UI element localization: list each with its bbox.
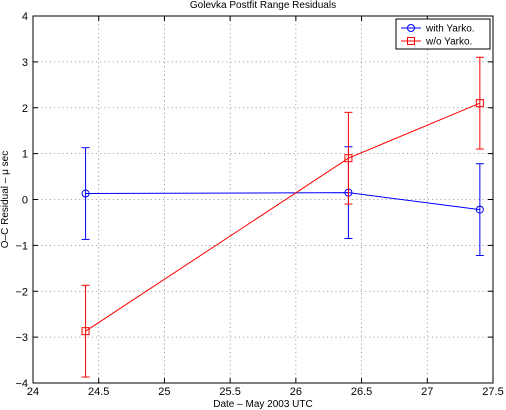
x-tick-label: 27 xyxy=(421,386,433,398)
y-tick-label: 0 xyxy=(22,195,28,207)
x-axis-title: Date – May 2003 UTC xyxy=(213,399,313,410)
legend: with Yarko. w/o Yarko. xyxy=(395,18,491,50)
y-tick-label: −2 xyxy=(15,286,28,298)
data-point xyxy=(475,205,484,214)
series-layer xyxy=(81,56,484,378)
series-line xyxy=(85,102,481,332)
y-tick-label: 4 xyxy=(22,11,28,23)
data-point xyxy=(81,189,90,198)
y-tick-label: −3 xyxy=(15,332,28,344)
y-tick-label: −1 xyxy=(15,240,28,252)
legend-item: with Yarko. xyxy=(401,24,475,35)
x-tick-label: 26.5 xyxy=(351,386,372,398)
data-point xyxy=(81,327,90,336)
data-point xyxy=(475,99,484,108)
x-tick-label: 26 xyxy=(290,386,302,398)
data-point xyxy=(344,154,353,163)
legend-item: w/o Yarko. xyxy=(401,37,472,48)
x-tick-label: 25 xyxy=(158,386,170,398)
y-tick-label: 1 xyxy=(22,149,28,161)
y-axis-title: O–C Residual – μ sec xyxy=(0,151,11,248)
legend-marker xyxy=(407,24,415,32)
x-tick-label: 25.5 xyxy=(219,386,240,398)
x-tick-label: 24 xyxy=(27,386,39,398)
legend-marker xyxy=(407,37,415,45)
x-tick-label: 27.5 xyxy=(482,386,503,398)
legend-label: with Yarko. xyxy=(425,24,475,35)
y-tick-label: −4 xyxy=(15,378,28,390)
axis-ticks: 24 24.5 25 25.5 26 26.5 27 27.5 −4 −3 −2 −1 0 1 2 3 4 xyxy=(15,11,503,398)
chart-title: Golevka Postfit Range Residuals xyxy=(190,0,336,11)
legend-label: w/o Yarko. xyxy=(425,37,472,48)
grid xyxy=(33,16,493,383)
series-2 xyxy=(81,56,484,378)
x-tick-label: 24.5 xyxy=(88,386,109,398)
y-tick-label: 3 xyxy=(22,57,28,69)
y-tick-label: 2 xyxy=(22,103,28,115)
